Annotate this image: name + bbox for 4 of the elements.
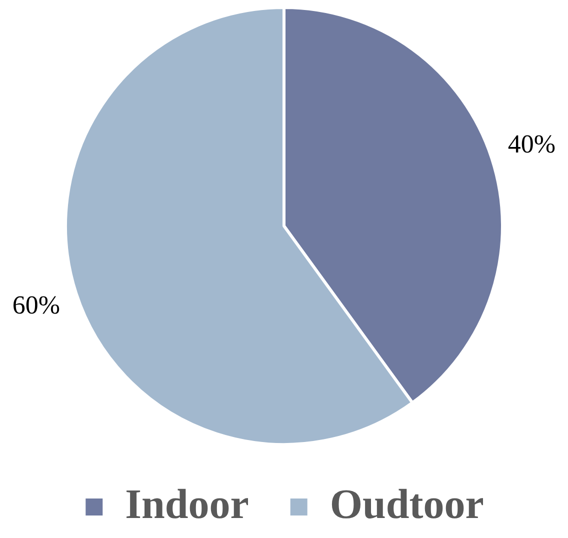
data-label: 60%: [12, 290, 60, 320]
legend-label: Oudtoor: [330, 482, 484, 528]
legend-label: Indoor: [125, 482, 249, 528]
data-label: 40%: [508, 129, 556, 158]
